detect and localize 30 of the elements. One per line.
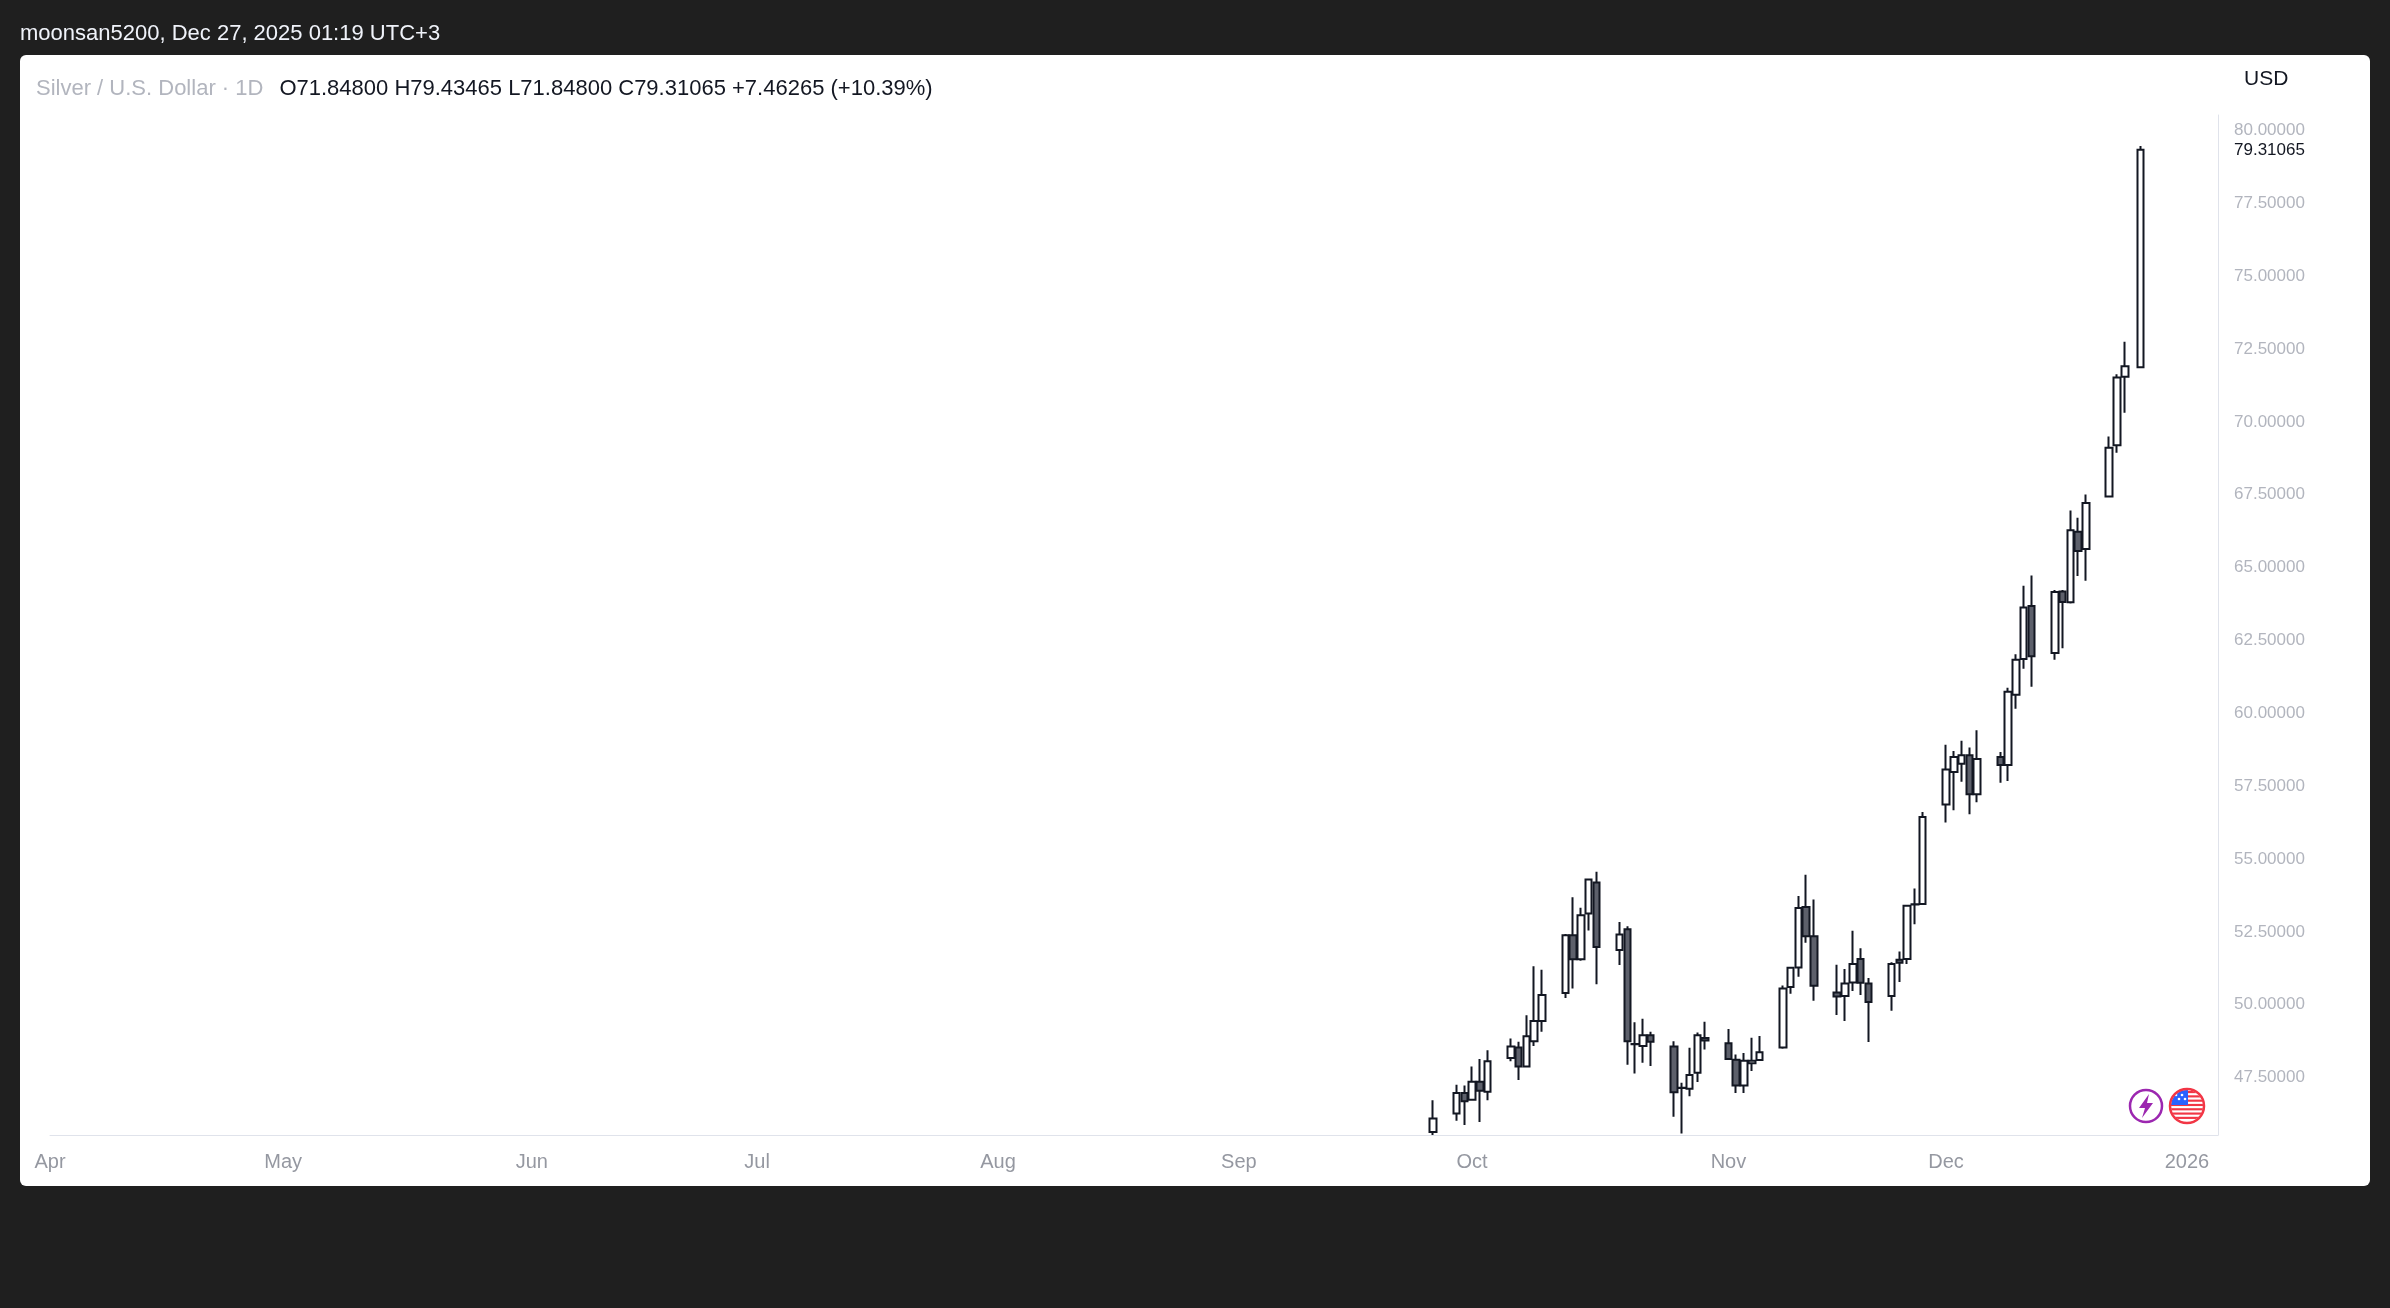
- y-tick-label: 62.50000: [2234, 630, 2305, 650]
- y-tick-label: 65.00000: [2234, 557, 2305, 577]
- chart-subtitle: O71.84800 H79.43465 L71.84800 C79.31065 +7.46265 (+10.39%): [279, 74, 933, 102]
- x-tick-label: Jul: [744, 1150, 770, 1172]
- y-tick-label: 80.00000: [2234, 120, 2305, 140]
- text: 79.31065: [2234, 140, 2305, 160]
- y-tick-label: 57.50000: [2234, 775, 2305, 795]
- x-tick-label: Apr: [34, 1150, 66, 1172]
- candlestick: [2136, 145, 2145, 369]
- y-axis-title: USD: [2244, 66, 2289, 89]
- x-tick-label: Oct: [1456, 1150, 1489, 1172]
- y-tick-label: 55.00000: [2234, 848, 2305, 868]
- x-tick-label: Sep: [1221, 1150, 1257, 1172]
- y-tick-label: 77.50000: [2234, 192, 2305, 212]
- x-tick-label: Nov: [1710, 1150, 1747, 1172]
- x-tick-label: Aug: [980, 1150, 1016, 1172]
- y-tick-label: 52.50000: [2234, 921, 2305, 941]
- y-tick-label: 75.00000: [2234, 265, 2305, 285]
- y-tick-label: 67.50000: [2234, 484, 2305, 504]
- x-tick-label: May: [264, 1150, 303, 1172]
- chart-title: Silver / U.S. Dollar · 1D: [36, 74, 264, 102]
- y-tick-label: 47.50000: [2234, 1067, 2305, 1087]
- x-tick-label: Dec: [1928, 1150, 1964, 1172]
- y-tick-label: 60.00000: [2234, 702, 2305, 722]
- y-tick-label: 70.00000: [2234, 411, 2305, 431]
- x-tick-label: 2026: [2164, 1150, 2210, 1172]
- text: moonsan5200, Dec 27, 2025 01:19 UTC+3: [20, 19, 441, 47]
- y-tick-label: 72.50000: [2234, 338, 2305, 358]
- y-tick-label: 50.00000: [2234, 994, 2305, 1014]
- x-tick-label: Jun: [515, 1150, 548, 1172]
